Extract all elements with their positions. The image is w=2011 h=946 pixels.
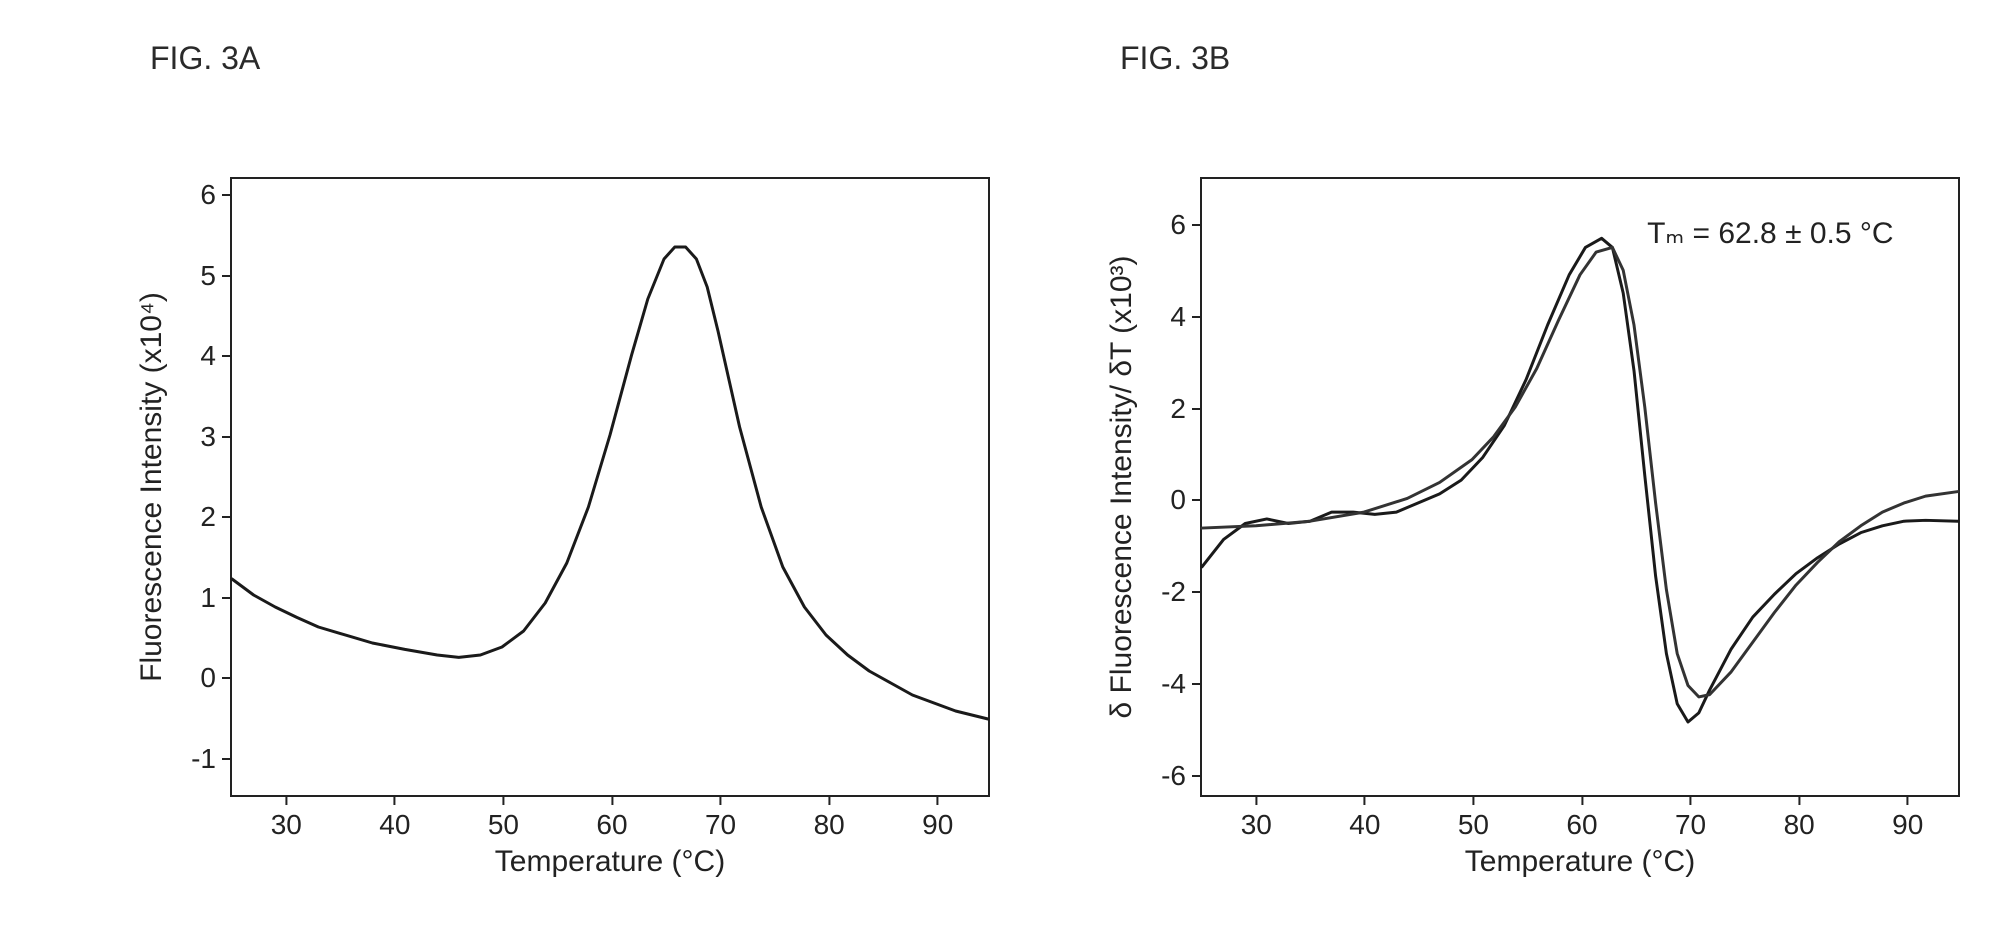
figure-3a-title: FIG. 3A <box>150 40 1030 77</box>
figure-3b-xlabel: Temperature (°C) <box>1465 845 1695 879</box>
figure-3b-ylabel: δ Fluorescence Intensity/ δT (x10³) <box>1105 255 1139 718</box>
figA-xtick: 60 <box>596 795 627 841</box>
figB-xtick: 30 <box>1241 795 1272 841</box>
figB-ytick: 6 <box>1170 209 1202 241</box>
figA-ytick: 3 <box>200 421 232 453</box>
figB-xtick: 80 <box>1784 795 1815 841</box>
figure-3a: FIG. 3A Fluorescence Intensity (x10⁴) Te… <box>90 40 1030 897</box>
figB-ytick: -2 <box>1161 576 1202 608</box>
figA-xtick: 70 <box>705 795 736 841</box>
figA-series-fluorescence <box>232 247 988 719</box>
figB-ytick: 0 <box>1170 484 1202 516</box>
figure-3a-curve-svg <box>232 179 988 795</box>
figA-xtick: 90 <box>922 795 953 841</box>
figB-series-derivative-fit <box>1202 247 1958 696</box>
figure-3b-chart: δ Fluorescence Intensity/ δT (x10³) Temp… <box>1060 97 2000 897</box>
figB-ytick: -6 <box>1161 760 1202 792</box>
figA-ytick: 1 <box>200 582 232 614</box>
figB-xtick: 60 <box>1566 795 1597 841</box>
figure-3a-xlabel: Temperature (°C) <box>495 845 725 879</box>
figA-ytick: 6 <box>200 179 232 211</box>
figA-ytick: 2 <box>200 501 232 533</box>
figure-3b-annotation: Tₘ = 62.8 ± 0.5 °C <box>1647 216 1893 251</box>
figure-3a-plot-area: Fluorescence Intensity (x10⁴) Temperatur… <box>230 177 990 797</box>
figA-ytick: 5 <box>200 260 232 292</box>
figA-xtick: 50 <box>488 795 519 841</box>
figA-xtick: 30 <box>271 795 302 841</box>
figA-xtick: 80 <box>814 795 845 841</box>
figure-3b-plot-area: δ Fluorescence Intensity/ δT (x10³) Temp… <box>1200 177 1960 797</box>
figure-3b-title: FIG. 3B <box>1120 40 2000 77</box>
figure-3a-ylabel: Fluorescence Intensity (x10⁴) <box>135 292 169 682</box>
figB-xtick: 40 <box>1349 795 1380 841</box>
figA-xtick: 40 <box>379 795 410 841</box>
figB-xtick: 90 <box>1892 795 1923 841</box>
figB-ytick: 4 <box>1170 301 1202 333</box>
figA-ytick: 0 <box>200 662 232 694</box>
figB-xtick: 50 <box>1458 795 1489 841</box>
figure-3a-chart: Fluorescence Intensity (x10⁴) Temperatur… <box>90 97 1030 897</box>
figB-ytick: 2 <box>1170 393 1202 425</box>
figure-3b-curve-svg <box>1202 179 1958 795</box>
figB-series-derivative-data <box>1202 238 1958 722</box>
figA-ytick: -1 <box>191 743 232 775</box>
figure-3b: FIG. 3B δ Fluorescence Intensity/ δT (x1… <box>1060 40 2000 897</box>
figA-ytick: 4 <box>200 340 232 372</box>
figB-ytick: -4 <box>1161 668 1202 700</box>
figB-xtick: 70 <box>1675 795 1706 841</box>
